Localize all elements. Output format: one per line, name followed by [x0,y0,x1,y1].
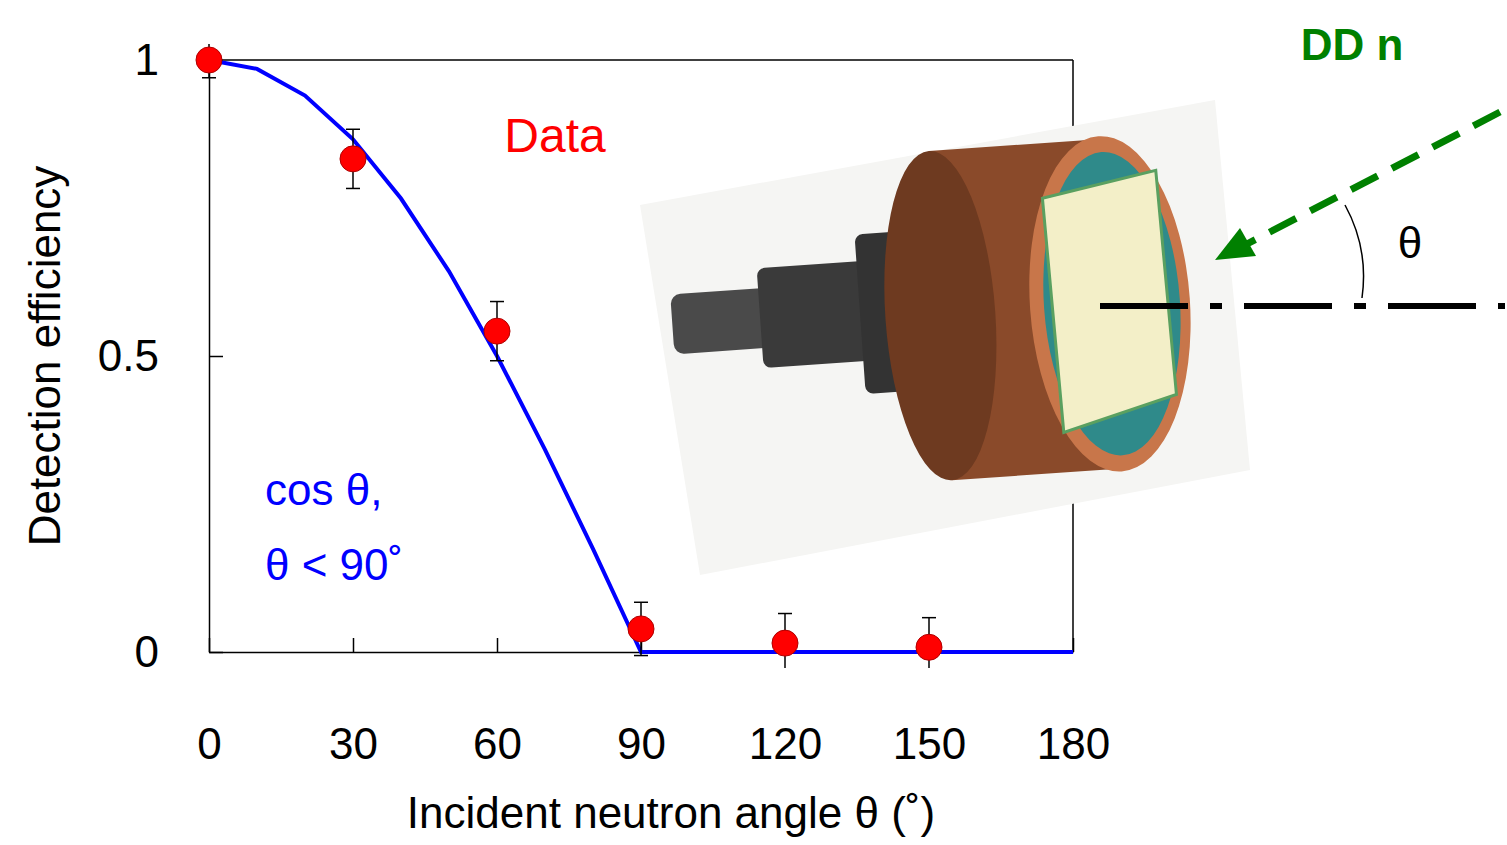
arrow-head [1215,228,1256,260]
tick-label: 0.5 [98,331,159,380]
point [628,616,654,642]
point [484,318,510,344]
frame-top [209,59,1073,61]
point [196,47,222,73]
series-label: Data [504,109,606,162]
tick-label: 0 [135,627,159,676]
chart: 030609012015018000.51Incident neutron an… [0,0,1507,845]
tick-mark [353,638,355,652]
line [209,60,1073,652]
tick: 60 [473,638,522,768]
tick: 1 [135,35,223,84]
error-cap [778,613,792,615]
sensor [1041,170,1178,433]
error-cap [490,301,504,303]
housing-back [874,147,1007,484]
tick: 90 [617,638,666,768]
tick-mark [1073,638,1075,652]
error-cap [346,188,360,190]
error-cap [634,655,648,657]
point [772,630,798,656]
annotation: θ < 90˚ [265,540,403,589]
tick-label: 60 [473,719,522,768]
x-axis-title: Incident neutron angle θ (˚) [407,788,935,837]
tick: 0 [135,627,223,676]
annotation: DD n [1301,20,1404,69]
error-cap [634,602,648,604]
picture-ground [640,100,1250,575]
error-cap [922,617,936,619]
tick: 0.5 [98,331,223,380]
annotation: cos θ, [265,465,382,514]
neutron-arrow [1245,112,1500,245]
tick-label: 150 [893,719,966,768]
tick-label: 30 [329,719,378,768]
tick-label: 90 [617,719,666,768]
y-axis-title: Detection efficiency [20,166,69,547]
y-axis: 00.51 [98,35,223,676]
point [340,146,366,172]
tick-mark [209,356,223,358]
detector-picture [640,100,1250,575]
detector [661,131,1201,502]
tick: 30 [329,638,378,768]
plot-area [196,44,1073,668]
tick-label: 120 [749,719,822,768]
error-cap [490,360,504,362]
error-cap [202,77,216,79]
reference-axis [1100,303,1505,309]
angle-arc [1345,205,1363,298]
tick-label: 1 [135,35,159,84]
x-axis: 0 30 60 90 120 150 180 [197,638,1110,768]
point [916,634,942,660]
tick-mark [209,652,223,654]
error-cap [346,129,360,131]
annotation: θ [1398,218,1422,267]
connector [757,261,874,368]
tick-label: 180 [1037,719,1110,768]
tick: 0 [197,638,221,768]
tick-mark [497,638,499,652]
tick-label: 0 [197,719,221,768]
tick: 180 [1037,638,1110,768]
